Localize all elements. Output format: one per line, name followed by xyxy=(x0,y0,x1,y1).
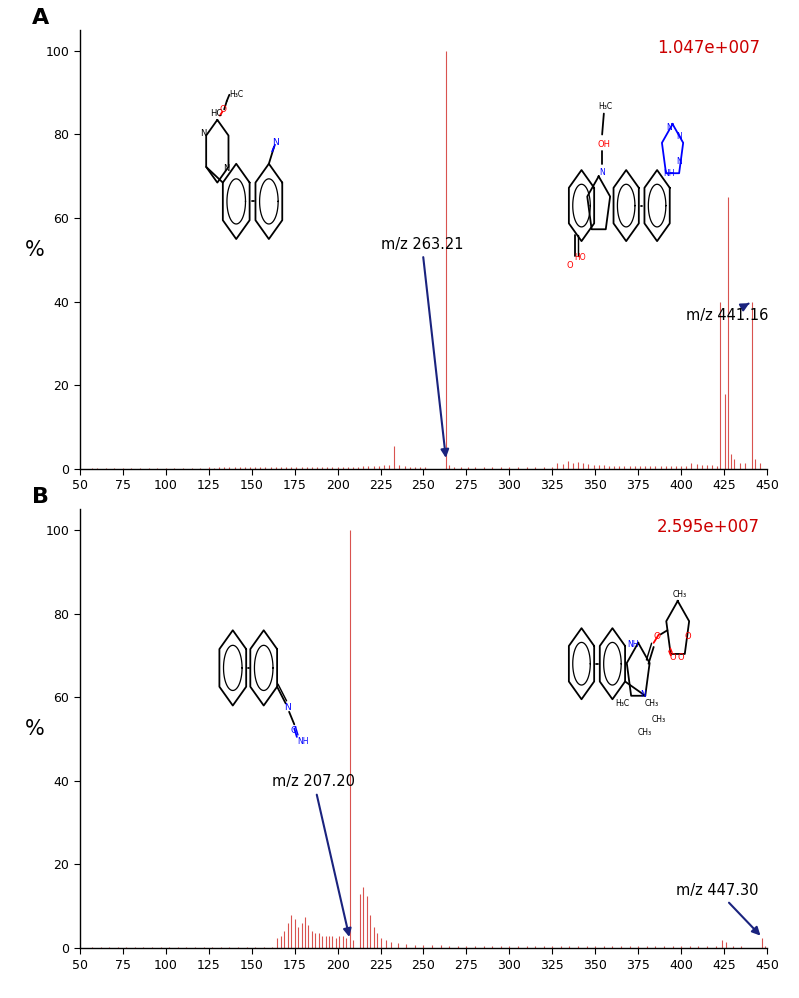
Text: m/z 263.21: m/z 263.21 xyxy=(380,237,463,456)
Text: A: A xyxy=(32,8,49,28)
Text: NH: NH xyxy=(627,640,638,649)
Text: NH: NH xyxy=(663,170,675,179)
Y-axis label: %: % xyxy=(25,240,45,259)
Text: O: O xyxy=(678,653,685,662)
Text: H₃C: H₃C xyxy=(616,699,630,708)
Text: O: O xyxy=(220,105,227,114)
Text: N: N xyxy=(224,165,230,174)
Text: CH₃: CH₃ xyxy=(673,590,686,599)
Text: N: N xyxy=(677,157,682,166)
Text: N: N xyxy=(284,704,291,713)
Text: N: N xyxy=(201,129,207,138)
Text: N: N xyxy=(677,132,682,141)
Text: N: N xyxy=(641,691,646,700)
Text: CH₃: CH₃ xyxy=(645,699,659,708)
Text: m/z 207.20: m/z 207.20 xyxy=(272,774,356,935)
Text: CH₃: CH₃ xyxy=(652,716,666,725)
Text: NH: NH xyxy=(298,737,309,746)
Text: m/z 441.16: m/z 441.16 xyxy=(686,303,769,322)
Text: 1.047e+007: 1.047e+007 xyxy=(657,39,760,57)
Text: m/z 447.30: m/z 447.30 xyxy=(676,883,759,934)
Text: B: B xyxy=(32,487,49,507)
Text: O: O xyxy=(654,632,661,641)
Text: 2.595e+007: 2.595e+007 xyxy=(657,518,760,536)
Text: H₃C: H₃C xyxy=(229,90,244,99)
Text: N: N xyxy=(666,124,672,133)
Text: N: N xyxy=(272,139,279,148)
Text: OH: OH xyxy=(598,140,610,149)
Text: N: N xyxy=(599,168,605,177)
Text: HO: HO xyxy=(574,252,586,261)
Text: H₃C: H₃C xyxy=(598,103,613,112)
Text: C: C xyxy=(291,727,296,736)
Text: HC: HC xyxy=(210,109,223,118)
Text: O: O xyxy=(685,632,691,641)
Y-axis label: %: % xyxy=(25,719,45,739)
Text: CH₃: CH₃ xyxy=(638,728,652,737)
Text: O: O xyxy=(670,653,676,662)
Text: O: O xyxy=(566,261,573,270)
